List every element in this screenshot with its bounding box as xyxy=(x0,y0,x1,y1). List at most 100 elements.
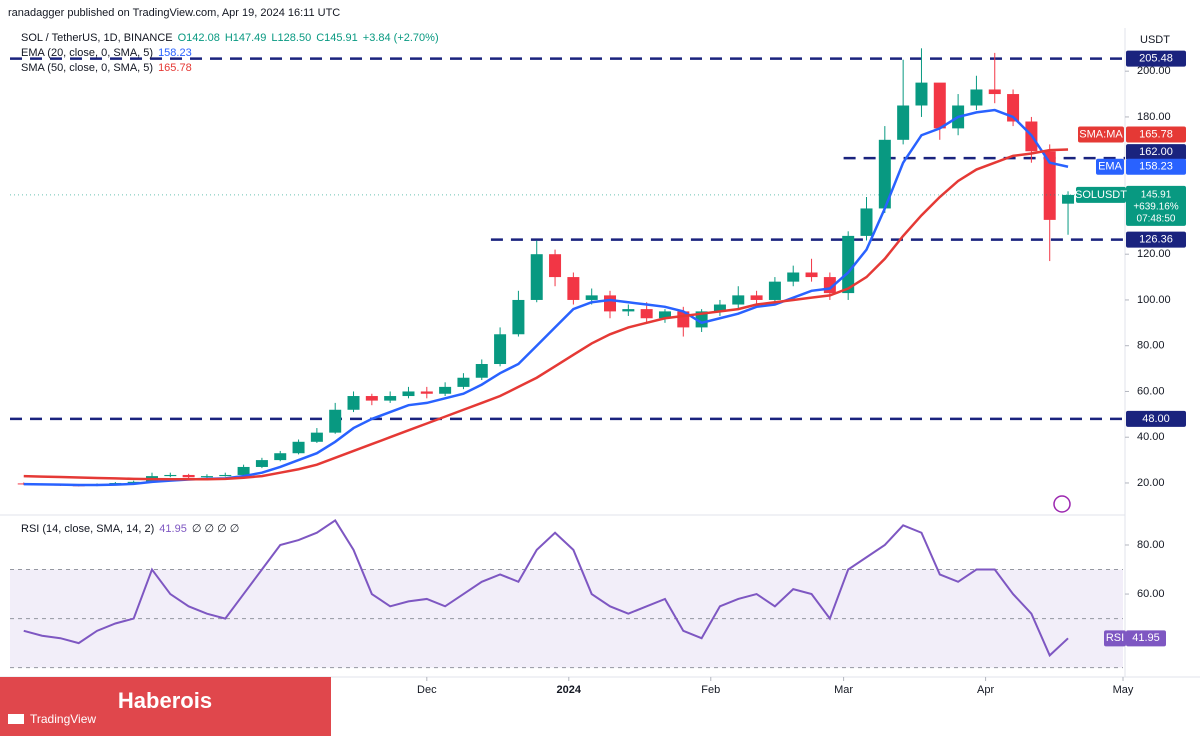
ohlc-value: O142.08 xyxy=(178,32,220,44)
rsi-label: 41.95 xyxy=(1132,632,1160,644)
candle-body xyxy=(439,386,452,394)
candle-body xyxy=(1062,194,1075,204)
y-tick-label: 100.00 xyxy=(1137,294,1171,306)
candle-body xyxy=(805,272,818,278)
candle-body xyxy=(457,377,470,387)
price-box xyxy=(1126,185,1186,226)
x-tick-label: Dec xyxy=(417,684,437,696)
level-label-box xyxy=(1126,231,1186,248)
ohlc-value: H147.49 xyxy=(225,32,267,44)
candle-body xyxy=(365,396,378,401)
candle-body xyxy=(237,466,250,475)
candle-body xyxy=(17,483,30,485)
y-tick-label: 60.00 xyxy=(1137,385,1165,397)
level-label: 205.48 xyxy=(1139,53,1173,65)
x-tick-label: Apr xyxy=(977,684,994,696)
y-tick-label: 180.00 xyxy=(1137,111,1171,123)
ma-name: SMA:MA xyxy=(1079,128,1123,140)
candle-body xyxy=(860,208,873,236)
ma-line xyxy=(23,148,1069,481)
ma-label: 165.78 xyxy=(1139,128,1173,140)
candle-body xyxy=(494,334,507,365)
candle-body xyxy=(658,311,671,319)
watermark: Haberois xyxy=(118,688,212,713)
candle-body xyxy=(329,409,342,433)
candle-body xyxy=(420,391,433,394)
ohlc-value: L128.50 xyxy=(271,32,311,44)
level-label-box xyxy=(1126,144,1186,161)
ohlc-value: C145.91 xyxy=(316,32,358,44)
level-label: 126.36 xyxy=(1139,234,1173,246)
candle-body xyxy=(567,277,580,300)
candle-body xyxy=(347,396,360,410)
legend-extra: ∅ ∅ ∅ ∅ xyxy=(192,523,240,535)
candle-body xyxy=(988,89,1001,95)
ma-name-box xyxy=(1096,158,1124,175)
y-tick-label: 20.00 xyxy=(1137,477,1165,489)
candle-body xyxy=(897,105,910,140)
candle-body xyxy=(915,82,928,106)
candle-body xyxy=(842,235,855,294)
candle-body xyxy=(475,364,488,378)
candle-body xyxy=(585,295,598,300)
ma-label-box xyxy=(1126,158,1186,175)
x-tick-label: May xyxy=(1113,684,1134,696)
candle-body xyxy=(274,453,287,461)
legend-entry: SMA (50, close, 0, SMA, 5) 165.78 xyxy=(21,62,192,74)
candle-body xyxy=(768,281,781,300)
legend-name: EMA (20, close, 0, SMA, 5) xyxy=(21,47,153,59)
currency: USDT xyxy=(1140,34,1170,46)
y-tick-label: 80.00 xyxy=(1137,340,1165,352)
candle-body xyxy=(164,474,177,477)
rsi-name-box xyxy=(1104,630,1126,647)
legend-rsi: RSI (14, close, SMA, 14, 2) 41.95 ∅ ∅ ∅ ∅ xyxy=(21,523,239,535)
candle-body xyxy=(255,460,268,467)
legend-name: SMA (50, close, 0, SMA, 5) xyxy=(21,62,153,74)
legend-value: 165.78 xyxy=(158,62,192,74)
candle-body xyxy=(512,299,525,335)
rsi-name: RSI xyxy=(1106,632,1124,644)
candle-body xyxy=(127,481,140,483)
legend-symbol: SOL / TetherUS, 1D, BINANCE O142.08 H147.4… xyxy=(21,32,439,44)
candle-body xyxy=(530,254,543,300)
brand-logo xyxy=(8,714,24,724)
legend-name: RSI (14, close, SMA, 14, 2) xyxy=(21,523,154,535)
level-label-box xyxy=(1126,50,1186,67)
legend-value: 41.95 xyxy=(159,523,187,535)
candle-body xyxy=(604,295,617,312)
watermark-box xyxy=(0,677,331,736)
icon xyxy=(1053,495,1071,513)
candle-body xyxy=(1043,151,1056,220)
legend-value: 158.23 xyxy=(158,47,192,59)
candle-body xyxy=(310,432,323,442)
publisher: ranadagger published on TradingView.com,… xyxy=(8,7,340,19)
ohlc-value: +3.84 (+2.70%) xyxy=(363,32,439,44)
level-label-box xyxy=(1126,410,1186,427)
candle-body xyxy=(787,272,800,282)
ticker-label: SOLUSDT xyxy=(1075,189,1127,201)
candle-body xyxy=(200,476,213,478)
symbol: SOL / TetherUS, 1D, BINANCE xyxy=(21,32,173,44)
candle-body xyxy=(402,391,415,397)
x-tick-label: 2024 xyxy=(557,684,582,696)
legend-entry: EMA (20, close, 0, SMA, 5) 158.23 xyxy=(21,47,192,59)
candle-body xyxy=(182,474,195,478)
candle-body xyxy=(933,82,946,129)
ma-name: EMA xyxy=(1098,161,1123,173)
candle-body xyxy=(549,254,562,278)
y-tick-label: 120.00 xyxy=(1137,248,1171,260)
candle-body xyxy=(713,304,726,312)
candle-body xyxy=(219,474,232,477)
ma-name-box xyxy=(1078,126,1124,143)
ma-label-box xyxy=(1126,126,1186,143)
candle-body xyxy=(384,396,397,401)
price-label: 145.91 xyxy=(1141,190,1172,201)
x-tick-label: Feb xyxy=(701,684,720,696)
ticker-label-box xyxy=(1076,186,1126,203)
candle-body xyxy=(292,441,305,454)
candle-body xyxy=(622,309,635,312)
ma-label: 158.23 xyxy=(1139,161,1173,173)
y-tick-label: 60.00 xyxy=(1137,588,1165,600)
candle-body xyxy=(878,139,891,209)
